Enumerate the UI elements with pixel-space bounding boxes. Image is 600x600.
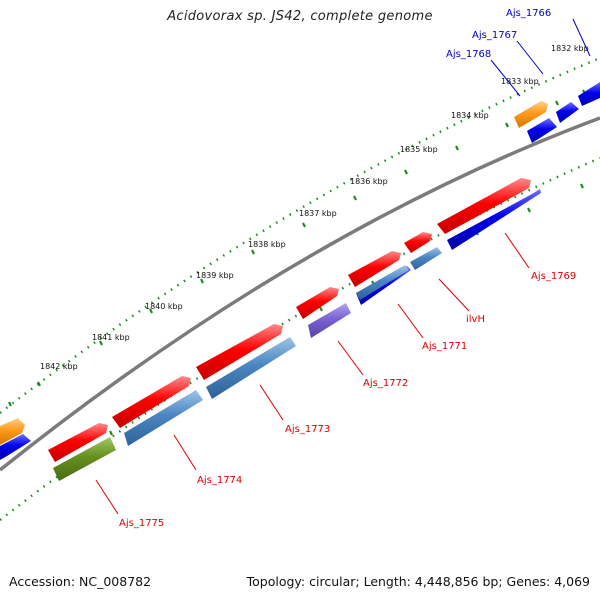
gene-feature-ajs-1775 bbox=[48, 423, 108, 462]
gene-label-ajs-1774[interactable]: Ajs_1774 bbox=[197, 475, 242, 486]
gene-feature-ajs-1772 bbox=[296, 287, 339, 319]
gene-label-ajs-1769[interactable]: Ajs_1769 bbox=[531, 271, 576, 282]
tick-label-1833: 1833 kbp bbox=[501, 77, 539, 86]
gene-feature-ajs-1773 bbox=[196, 324, 283, 380]
gene-feature-ajs-1768 bbox=[514, 101, 548, 128]
gene-label-ajs-1768[interactable]: Ajs_1768 bbox=[446, 49, 491, 60]
gene-feature-ajs-1769 bbox=[437, 178, 531, 234]
outer-major-ticks bbox=[8, 89, 586, 407]
topology-summary-text: Topology: circular; Length: 4,448,856 bp… bbox=[246, 574, 590, 589]
tick-label-1838: 1838 kbp bbox=[248, 240, 286, 249]
tick-label-1836: 1836 kbp bbox=[350, 177, 388, 186]
outer-tick-ring bbox=[0, 56, 600, 414]
gene-feature-ajs-1766 bbox=[556, 102, 579, 123]
gene-label-ajs-1771[interactable]: Ajs_1771 bbox=[422, 341, 467, 352]
gene-label-ilvh[interactable]: ilvH bbox=[466, 314, 485, 325]
map-title: Acidovorax sp. JS42, complete genome bbox=[167, 9, 433, 24]
tick-label-1832: 1832 kbp bbox=[551, 44, 589, 53]
tick-label-1839: 1839 kbp bbox=[196, 271, 234, 280]
gene-label-ajs-1775[interactable]: Ajs_1775 bbox=[119, 518, 164, 529]
gene-features bbox=[0, 82, 600, 481]
gene-feature-ajs-1771-steel bbox=[356, 265, 409, 300]
tick-label-1840: 1840 kbp bbox=[145, 302, 183, 311]
inner-dotted-arc bbox=[0, 156, 600, 521]
gene-feature-ajs-1774 bbox=[112, 376, 191, 428]
gene-label-ajs-1773[interactable]: Ajs_1773 bbox=[285, 424, 330, 435]
gene-feature-ilvh-reverse bbox=[410, 247, 442, 270]
tick-label-1842: 1842 kbp bbox=[40, 362, 78, 371]
tick-label-1841: 1841 kbp bbox=[92, 333, 130, 342]
gene-label-leaders bbox=[95, 18, 591, 515]
outer-dotted-arc bbox=[0, 56, 600, 414]
accession-text: Accession: NC_008782 bbox=[9, 574, 152, 589]
gene-feature-ajs-1765 bbox=[578, 82, 600, 106]
gene-feature-ajs-1775-reverse bbox=[53, 437, 116, 481]
tick-label-1837: 1837 kbp bbox=[299, 209, 337, 218]
gene-feature-left-orange bbox=[0, 418, 25, 445]
tick-label-1835: 1835 kbp bbox=[400, 145, 438, 154]
gene-label-ajs-1766[interactable]: Ajs_1766 bbox=[506, 8, 551, 19]
gene-label-ajs-1772[interactable]: Ajs_1772 bbox=[363, 378, 408, 389]
gene-feature-ajs-1769-reverse bbox=[447, 189, 541, 250]
gene-feature-ilvh bbox=[404, 232, 432, 253]
gene-feature-ajs-1773-reverse bbox=[206, 337, 296, 399]
genome-backbone bbox=[0, 116, 600, 472]
gene-label-ajs-1767[interactable]: Ajs_1767 bbox=[472, 30, 517, 41]
gene-labels: Ajs_1766 Ajs_1767 Ajs_1768 Ajs_1769 ilvH… bbox=[119, 8, 576, 529]
gene-feature-ajs-1767 bbox=[527, 118, 557, 143]
gene-feature-ajs-1772-reverse bbox=[308, 303, 351, 338]
gene-feature-ajs-1774-reverse bbox=[124, 390, 203, 446]
kbp-tick-labels: 1832 kbp 1833 kbp 1834 kbp 1835 kbp 1836… bbox=[40, 44, 589, 371]
gene-feature-left-blue bbox=[0, 434, 31, 460]
tick-label-1834: 1834 kbp bbox=[451, 111, 489, 120]
gene-feature-ajs-1771 bbox=[348, 251, 401, 287]
